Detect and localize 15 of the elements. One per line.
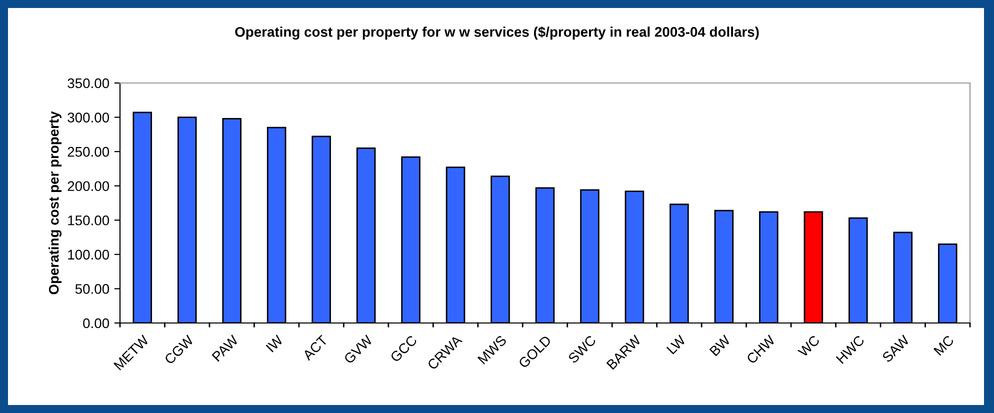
y-tick-label: 50.00 bbox=[75, 284, 110, 294]
y-tick-label: 0.00 bbox=[83, 318, 110, 328]
y-tick-label: 200.00 bbox=[68, 181, 110, 192]
x-tick-label: BW bbox=[709, 334, 732, 356]
x-tick-label: LW bbox=[666, 334, 686, 354]
x-tick-label: IW bbox=[266, 334, 284, 352]
chart-title: Operating cost per property for w w services ($/property in real 2003-04 dollars) bbox=[235, 26, 759, 40]
x-tick-label: MC bbox=[933, 334, 954, 356]
y-tick-label: 100.00 bbox=[68, 250, 110, 260]
y-tick-label: 150.00 bbox=[68, 215, 110, 226]
y-tick-label: 300.00 bbox=[68, 112, 110, 122]
x-tick-label: WC bbox=[797, 334, 820, 358]
y-axis-title: Operating cost per property bbox=[48, 111, 62, 294]
y-tick-label: 350.00 bbox=[68, 78, 110, 88]
y-tick-label: 250.00 bbox=[68, 146, 110, 157]
